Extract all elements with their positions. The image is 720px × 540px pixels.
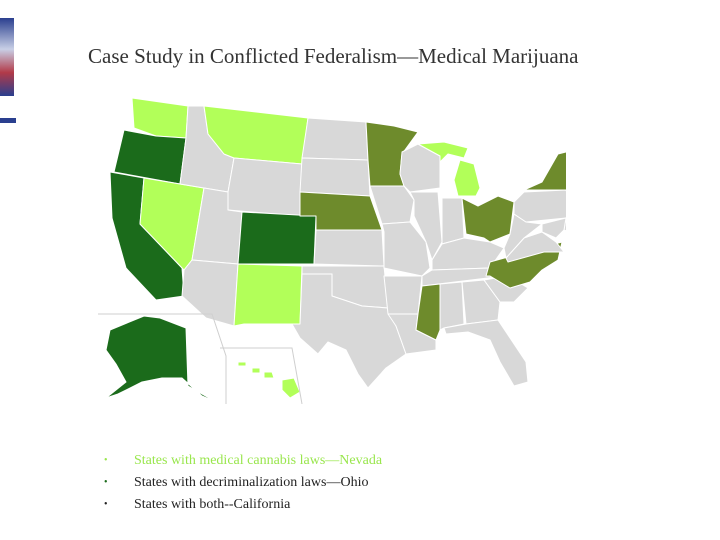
corner-accent-bar	[0, 118, 16, 123]
state-IA	[369, 185, 415, 225]
state-HI-3	[263, 371, 275, 379]
state-MD	[541, 217, 566, 239]
state-CO	[237, 211, 317, 265]
legend-bullet: •	[104, 477, 108, 488]
state-VA	[505, 231, 565, 263]
corner-logo	[0, 18, 14, 96]
state-IN	[441, 197, 465, 245]
state-AZ	[181, 259, 239, 327]
legend-bullet: •	[104, 499, 108, 510]
slide-title: Case Study in Conflicted Federalism—Medi…	[88, 44, 579, 68]
legend-label: States with decriminalization laws—Ohio	[134, 475, 369, 490]
state-NM	[233, 263, 303, 327]
state-TX	[291, 273, 407, 389]
state-IL	[409, 191, 443, 261]
legend-label: States with both--California	[134, 497, 291, 512]
state-ND	[301, 117, 369, 161]
legend-item-medical: • States with medical cannabis laws—Neva…	[104, 450, 382, 472]
state-WY	[227, 157, 303, 217]
legend-item-both: • States with both--California	[104, 494, 382, 516]
state-OH	[461, 195, 515, 243]
state-GA	[461, 279, 501, 325]
state-MI-lower	[453, 159, 481, 197]
hawaii-inset-frame	[220, 347, 303, 404]
state-HI-2	[251, 367, 261, 374]
legend-item-decriminalization: • States with decriminalization laws—Ohi…	[104, 472, 382, 494]
state-AK	[105, 315, 217, 403]
state-WA	[131, 97, 189, 139]
state-HI-4	[281, 377, 301, 399]
us-map	[98, 97, 566, 404]
state-MI	[417, 141, 469, 163]
state-SD	[299, 157, 371, 197]
state-AR	[383, 275, 423, 315]
state-MO	[381, 221, 431, 277]
state-FL	[443, 319, 529, 387]
legend-label: States with medical cannabis laws—Nevada	[134, 453, 383, 468]
state-HI-1	[237, 361, 247, 367]
map-legend: • States with medical cannabis laws—Neva…	[104, 450, 382, 516]
state-NY	[523, 151, 566, 191]
alaska-inset-frame	[98, 313, 227, 404]
state-AL	[439, 281, 465, 331]
legend-bullet: •	[104, 455, 108, 466]
state-WV	[503, 213, 543, 259]
state-KS	[313, 229, 385, 267]
state-PA	[513, 189, 566, 223]
